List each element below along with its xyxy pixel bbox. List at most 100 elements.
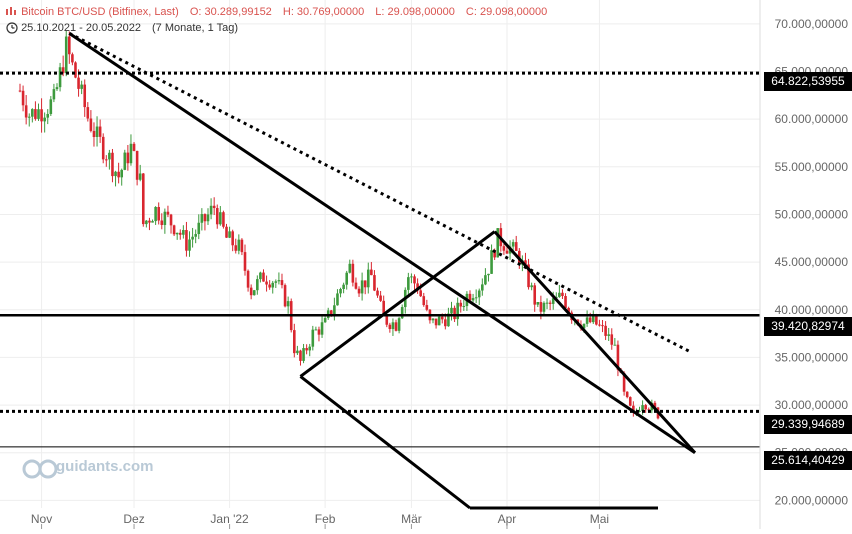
candle-body [225,226,228,238]
y-tick-label: 45.000,00000 [775,255,849,269]
candle-body [101,136,105,160]
chart-header: Bitcoin BTC/USD (Bitfinex, Last) O: 30.2… [6,6,547,18]
candle-body [616,344,620,370]
candle-body [117,171,120,178]
candle-body [459,302,463,307]
level-tag-3: 25.614,40429 [764,451,852,470]
candle-body [610,334,614,345]
candle-body [431,318,435,321]
candle-body [95,126,99,137]
high-value: H: 30.769,00000 [282,6,365,18]
candle-body [481,284,484,291]
candle-body [625,391,629,398]
y-tick-label: 70.000,00000 [775,17,849,31]
watermark-text: guidants.com [56,458,154,475]
candle-body [604,325,607,336]
candle-body [416,283,419,291]
candle-body [200,214,204,223]
candle-body [188,239,191,251]
candle-body [228,231,231,238]
candle-body [444,319,447,327]
candle-body [151,221,154,223]
candle-body [379,295,382,301]
candle-body [256,279,259,291]
instrument-name: Bitcoin BTC/USD (Bitfinex, Last) [21,6,179,18]
candle-body [58,67,62,88]
candle-body [524,260,527,265]
candle-body [607,334,610,336]
candle-body [561,292,564,297]
candle-body [400,307,404,319]
candle-body [653,402,657,408]
candle-body [280,280,284,286]
candle-body [55,87,59,90]
candle-body [24,105,28,118]
candle-body [585,317,589,324]
candle-body [234,245,238,251]
candle-body [203,214,207,222]
candle-body [514,242,518,251]
x-tick-label: Apr [498,512,517,526]
candle-layer [18,30,660,420]
open-value: O: 30.289,99152 [189,6,272,18]
candle-body [268,284,271,288]
candle-body [172,225,176,235]
candle-body [505,250,509,254]
candle-body [31,109,34,117]
trend-line-0 [68,32,693,354]
y-tick-label: 50.000,00000 [775,207,849,221]
y-tick-label: 60.000,00000 [775,112,849,126]
trend-line-1 [68,32,696,454]
candle-body [283,285,287,307]
candle-body [613,344,617,346]
candle-body [320,322,324,335]
candle-body [632,405,635,413]
candle-body [410,276,413,278]
candle-body [394,322,398,331]
candle-body [496,228,500,258]
candle-body [114,171,117,177]
candle-body [595,314,598,325]
candle-body [434,318,438,326]
level-tag-1: 39.420,82974 [764,317,852,336]
candle-body [126,152,130,164]
candle-body [185,230,188,251]
candle-body [206,214,210,222]
candle-body [296,350,299,354]
trend-line-3 [493,230,697,454]
candle-body [274,281,278,283]
candle-body [447,313,450,327]
trend-line-4 [299,375,471,510]
candle-body [638,410,641,412]
candle-body [333,305,336,315]
candle-body [484,275,487,285]
candle-body [43,117,46,122]
candle-body [437,316,441,326]
candle-body [182,230,185,235]
candle-body [450,307,453,314]
candle-body [345,272,349,285]
candle-body [329,310,333,315]
low-value: L: 29.098,00000 [375,6,455,18]
candle-body [407,277,410,290]
x-tick-label: Nov [31,512,52,526]
candle-body [336,293,339,306]
candle-body [40,109,43,122]
candle-body [123,152,127,170]
candle-body [178,232,182,235]
candle-body [468,293,472,301]
candle-body [21,90,25,106]
candle-body [422,296,426,306]
candle-body [61,67,65,74]
period-label: (7 Monate, 1 Tag) [152,22,239,34]
candle-body [246,270,250,288]
candle-body [104,159,108,161]
candle-body [598,324,601,326]
candle-body [231,231,234,246]
candle-body [215,208,219,225]
chart-type-icon[interactable] [6,7,16,15]
candle-body [111,152,114,177]
candle-body [191,236,194,240]
candle-body [108,152,111,160]
candle-body [323,318,327,323]
